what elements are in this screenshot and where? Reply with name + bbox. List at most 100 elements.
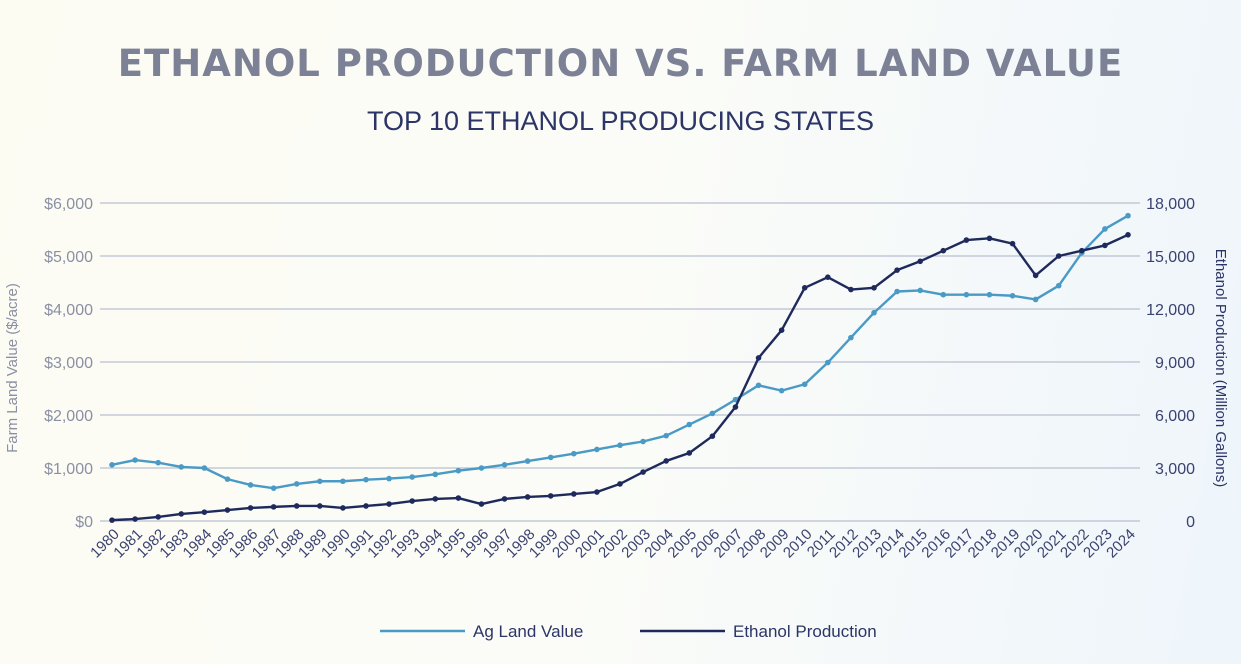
data-point	[594, 446, 600, 453]
data-point	[132, 457, 138, 463]
data-point	[755, 355, 762, 361]
data-point	[640, 438, 646, 445]
data-point	[386, 501, 392, 507]
data-point	[132, 516, 138, 522]
data-point	[871, 285, 877, 291]
data-point	[224, 507, 231, 513]
data-point	[224, 476, 231, 482]
data-point	[917, 287, 923, 294]
data-point	[317, 478, 323, 485]
data-point	[293, 481, 300, 487]
data-point	[363, 503, 369, 509]
data-point	[270, 485, 277, 491]
data-point	[455, 495, 462, 501]
data-point	[686, 421, 693, 428]
data-point	[317, 503, 323, 509]
data-point	[201, 465, 208, 471]
data-point	[501, 462, 508, 468]
y-tick-label: $1,000	[44, 461, 93, 478]
data-point	[478, 501, 485, 507]
data-point	[732, 404, 739, 410]
y2-tick-label: 6,000	[1155, 408, 1195, 425]
data-point	[801, 285, 808, 291]
data-point	[178, 464, 185, 470]
data-point	[1102, 242, 1108, 249]
y2-tick-label: 9,000	[1155, 355, 1195, 372]
data-point	[709, 410, 716, 417]
data-point	[917, 258, 923, 265]
data-point	[155, 459, 161, 466]
data-point	[617, 442, 623, 449]
data-point	[409, 498, 415, 504]
data-point	[340, 478, 346, 485]
y-tick-label: $6,000	[44, 196, 93, 213]
y2-tick-label: 0	[1186, 514, 1195, 531]
data-point	[1009, 240, 1016, 247]
data-point	[801, 381, 808, 388]
chart-subtitle: TOP 10 ETHANOL PRODUCING STATES	[366, 106, 875, 136]
data-point	[478, 465, 485, 471]
legend-label: Ag Land Value	[473, 622, 583, 641]
data-point	[247, 482, 254, 488]
data-point	[501, 496, 508, 502]
data-point	[640, 469, 646, 475]
data-point	[594, 489, 600, 495]
data-point	[1055, 253, 1062, 259]
data-point	[432, 496, 439, 502]
y-tick-label: $4,000	[44, 302, 93, 319]
data-point	[409, 474, 415, 480]
data-point	[686, 450, 693, 456]
data-point	[1032, 296, 1039, 303]
data-point	[663, 458, 669, 464]
data-point	[894, 267, 900, 273]
data-point	[1079, 247, 1085, 254]
data-point	[848, 334, 854, 341]
y2-tick-label: 12,000	[1146, 302, 1195, 319]
data-point	[709, 433, 716, 440]
data-point	[848, 286, 854, 293]
data-point	[363, 476, 369, 483]
y-tick-label: $3,000	[44, 355, 93, 372]
data-point	[547, 454, 554, 461]
data-point	[547, 493, 554, 499]
data-point	[755, 382, 762, 389]
data-point	[963, 237, 970, 243]
y-tick-label: $5,000	[44, 249, 93, 266]
data-point	[155, 514, 161, 520]
data-point	[524, 494, 531, 500]
data-point	[778, 327, 785, 334]
data-point	[1125, 212, 1131, 219]
data-point	[825, 274, 831, 281]
y-axis-label: Farm Land Value ($/acre)	[4, 283, 21, 453]
chart-title: ETHANOL PRODUCTION VS. FARM LAND VALUE	[117, 42, 1124, 85]
data-point	[270, 504, 277, 510]
data-point	[871, 309, 877, 316]
data-point	[1055, 282, 1062, 289]
data-point	[778, 387, 785, 394]
data-point	[1009, 292, 1016, 299]
y2-tick-label: 18,000	[1146, 196, 1195, 213]
data-point	[732, 396, 739, 403]
data-point	[617, 481, 623, 487]
data-point	[109, 462, 115, 468]
data-point	[1102, 226, 1108, 232]
data-point	[340, 505, 346, 511]
legend-label: Ethanol Production	[733, 622, 877, 641]
y2-axis-label: Ethanol Production (Million Gallons)	[1212, 249, 1229, 487]
data-point	[571, 450, 577, 457]
data-point	[247, 505, 254, 511]
data-point	[894, 288, 900, 295]
data-point	[986, 291, 993, 298]
data-point	[986, 235, 993, 242]
y2-tick-label: 3,000	[1155, 461, 1195, 478]
data-point	[1125, 232, 1131, 238]
data-point	[455, 467, 462, 474]
y-tick-label: $2,000	[44, 408, 93, 425]
y2-tick-label: 15,000	[1146, 249, 1195, 266]
data-point	[571, 491, 577, 497]
y-tick-label: $0	[75, 514, 93, 531]
data-point	[178, 511, 185, 517]
data-point	[524, 458, 531, 464]
data-point	[663, 432, 669, 439]
